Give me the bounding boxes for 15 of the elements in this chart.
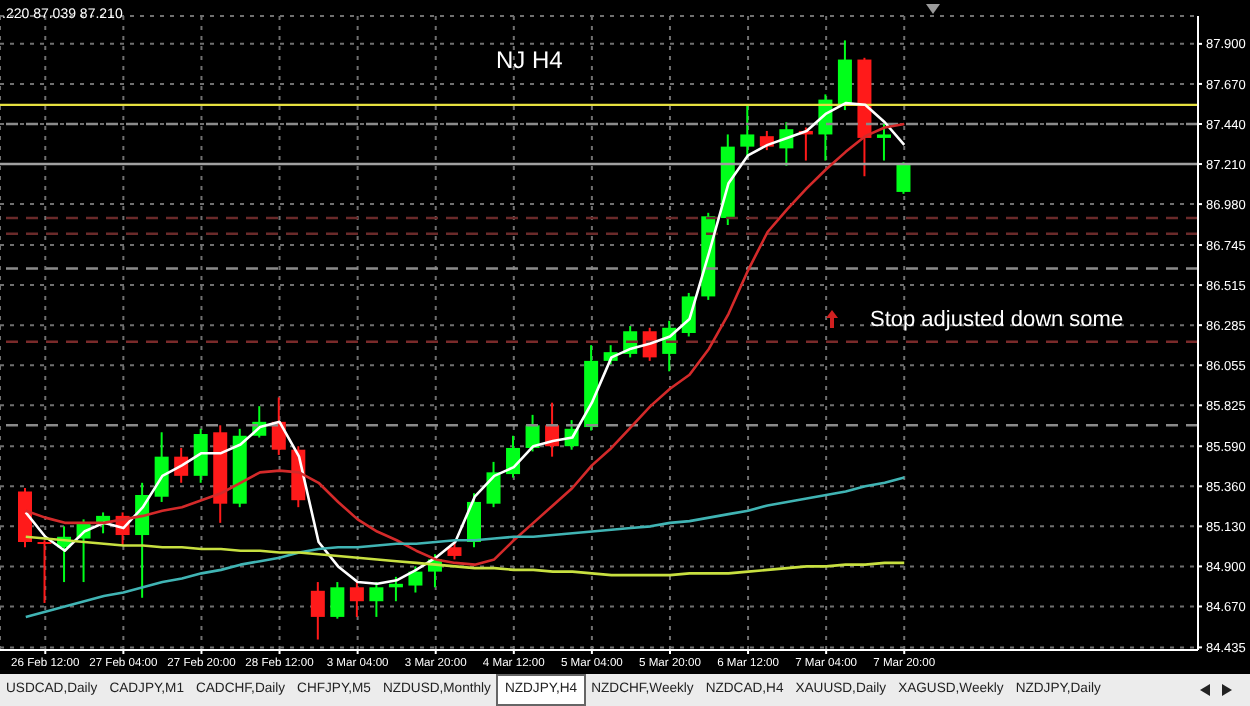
candlestick [408,565,423,594]
candlestick [369,581,384,618]
candlestick [349,581,364,618]
candlestick [37,539,52,604]
candlestick [310,581,325,641]
candlestick [896,161,911,195]
candlestick [740,103,755,159]
annotation: Stop adjusted down some [870,308,1124,332]
candlestick [193,427,208,484]
candlestick [154,431,169,503]
line-series [24,476,906,619]
candlestick [837,39,852,112]
text: NJ H4 [496,46,563,74]
candlestick [330,581,345,620]
candlestick [876,122,891,162]
